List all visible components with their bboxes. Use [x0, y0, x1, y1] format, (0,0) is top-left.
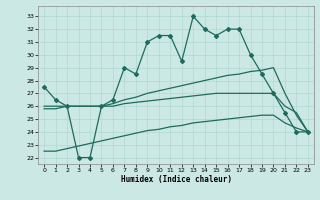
X-axis label: Humidex (Indice chaleur): Humidex (Indice chaleur) — [121, 175, 231, 184]
